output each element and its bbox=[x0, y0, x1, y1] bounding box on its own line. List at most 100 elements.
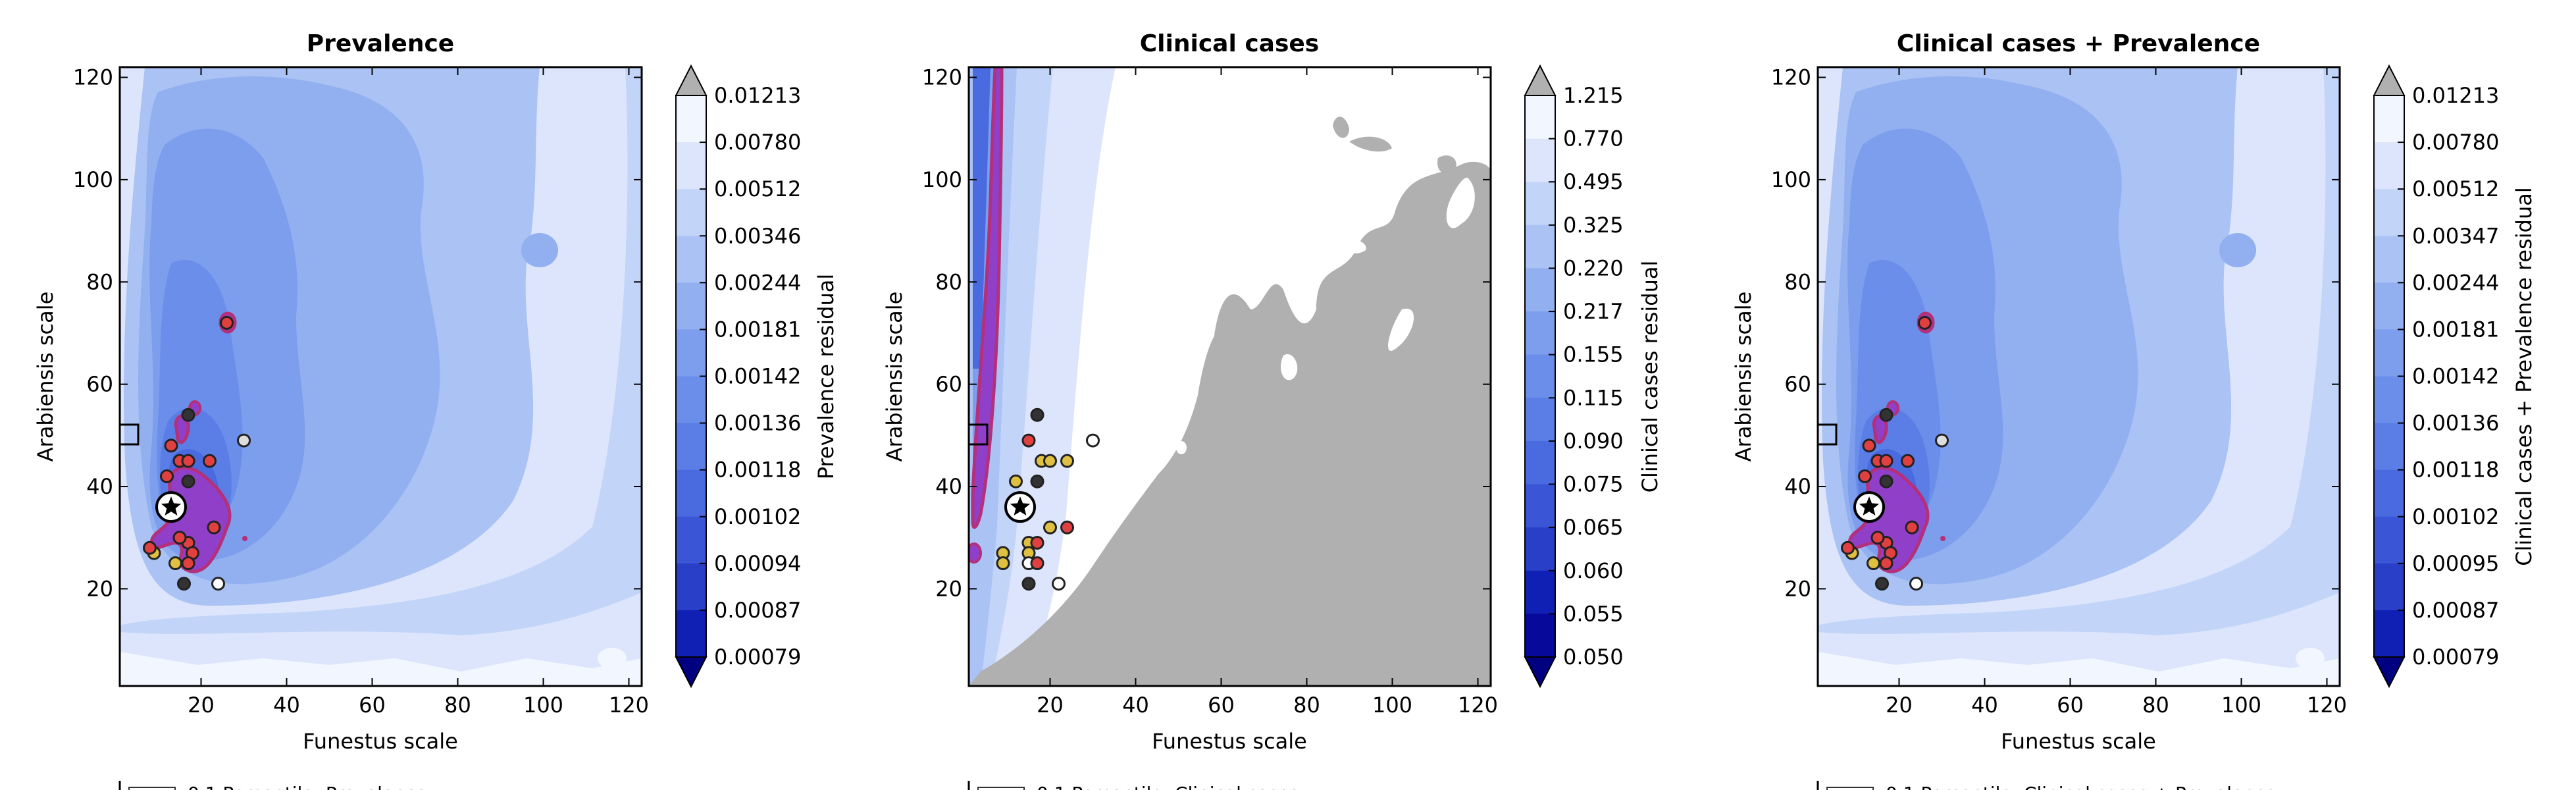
panel-clinical-cases: Clinical cases 20 40 60 80 100 120 bbox=[882, 30, 1662, 790]
colorbar-extend-max bbox=[675, 64, 708, 96]
colorbar-segment bbox=[1525, 398, 1555, 442]
observation-point bbox=[1901, 454, 1915, 468]
colorbar-tick-label: 0.00079 bbox=[2412, 645, 2499, 670]
colorbar-tick-label: 0.00780 bbox=[714, 130, 801, 155]
observation-point bbox=[1918, 315, 1932, 330]
colorbar-segment bbox=[1525, 95, 1555, 140]
y-tick-label: 40 bbox=[935, 474, 962, 499]
plot-area bbox=[1818, 67, 2340, 686]
best-fit-star bbox=[1859, 496, 1880, 515]
observation-point bbox=[1870, 531, 1885, 545]
observation-point bbox=[181, 408, 195, 422]
x-axis: 20 40 60 80 100 120 bbox=[1037, 67, 1498, 718]
x-axis: 20 40 60 80 100 120 bbox=[1886, 67, 2347, 718]
observation-point bbox=[996, 556, 1010, 571]
y-axis-label: Arabiensis scale bbox=[882, 292, 907, 462]
colorbar-segment bbox=[676, 329, 706, 377]
colorbar-segment bbox=[676, 423, 706, 471]
x-tick-label: 60 bbox=[1208, 693, 1235, 718]
colorbar-tick-label: 0.01213 bbox=[714, 83, 801, 108]
observation-point bbox=[1905, 520, 1919, 535]
y-tick-label: 20 bbox=[935, 576, 962, 601]
y-tick-label: 120 bbox=[922, 65, 962, 90]
observation-markers bbox=[143, 315, 251, 591]
colorbar: 0.01213 0.00780 0.00512 0.00346 0.00244 0.001… bbox=[675, 64, 801, 689]
percentile-region bbox=[971, 67, 1004, 529]
observation-markers bbox=[1841, 315, 1949, 591]
colorbar-tick-label: 0.065 bbox=[1563, 515, 1624, 540]
y-tick-label: 80 bbox=[935, 269, 962, 294]
colorbar-tick-label: 0.00244 bbox=[2412, 270, 2499, 295]
colorbar-tick-label: 0.00136 bbox=[2412, 411, 2499, 436]
colorbar-label: Clinical cases residual bbox=[1637, 261, 1662, 493]
colorbar-extend-min bbox=[675, 656, 708, 689]
colorbar-segment bbox=[2374, 610, 2404, 658]
colorbar-tick-label: 0.00087 bbox=[2412, 598, 2499, 623]
colorbar-segment bbox=[676, 610, 706, 658]
axis-marker-box bbox=[967, 423, 989, 446]
observation-point bbox=[1879, 408, 1893, 422]
colorbar-segment bbox=[2374, 563, 2404, 611]
colorbar-tick-label: 0.00244 bbox=[714, 270, 801, 295]
x-tick-label: 20 bbox=[1886, 693, 1913, 718]
colorbar-tick-label: 0.155 bbox=[1563, 342, 1624, 367]
colorbar-segment bbox=[1525, 138, 1555, 182]
colorbar-segment bbox=[2374, 95, 2404, 143]
y-axis-label: Arabiensis scale bbox=[1731, 292, 1756, 462]
x-tick-label: 100 bbox=[2221, 693, 2261, 718]
legend: 0.1 Percentile: Clinical cases + Prevale… bbox=[1816, 781, 2277, 790]
x-tick-label: 80 bbox=[2142, 693, 2169, 718]
x-tick-label: 80 bbox=[444, 693, 471, 718]
chart-title: Clinical cases + Prevalence bbox=[1897, 30, 2260, 57]
plot-frame bbox=[967, 66, 1492, 687]
colorbar-tick-label: 0.495 bbox=[1563, 169, 1624, 194]
observation-point bbox=[1030, 556, 1044, 571]
axis-marker-box bbox=[1816, 423, 1838, 446]
colorbar-segment bbox=[1525, 224, 1555, 269]
colorbar-extend-max bbox=[1524, 64, 1557, 96]
observation-point bbox=[1030, 535, 1044, 550]
colorbar-extend-min bbox=[2373, 656, 2406, 689]
colorbar-segment bbox=[2374, 189, 2404, 236]
colorbar-tick-label: 0.00142 bbox=[714, 364, 801, 389]
x-tick-label: 100 bbox=[1372, 693, 1412, 718]
observation-point bbox=[1021, 433, 1036, 448]
colorbar-label: Prevalence residual bbox=[813, 274, 838, 480]
colorbar-segment bbox=[1525, 614, 1555, 658]
colorbar-extend-max bbox=[2373, 64, 2406, 96]
observation-point bbox=[1867, 556, 1880, 571]
observation-point bbox=[1858, 469, 1872, 483]
y-tick-label: 80 bbox=[1784, 269, 1811, 294]
observation-point bbox=[181, 474, 195, 488]
x-axis-label: Funestus scale bbox=[303, 729, 458, 754]
excluded-region bbox=[969, 161, 1491, 686]
colorbar-tick-label: 0.075 bbox=[1563, 472, 1624, 497]
colorbar-tick-label: 0.00087 bbox=[714, 598, 801, 623]
colorbar-tick-label: 0.00142 bbox=[2412, 364, 2499, 389]
chart-title: Prevalence bbox=[307, 30, 454, 57]
observation-point bbox=[220, 315, 234, 330]
x-tick-label: 120 bbox=[609, 693, 649, 718]
y-axis: 20 40 60 80 100 120 bbox=[73, 65, 642, 601]
observation-point bbox=[1841, 540, 1855, 555]
colorbar-segment bbox=[676, 469, 706, 517]
observation-point bbox=[1021, 577, 1036, 591]
y-tick-label: 100 bbox=[73, 167, 113, 192]
observation-point bbox=[1879, 474, 1893, 488]
x-tick-label: 40 bbox=[1971, 693, 1998, 718]
axis-marker-box bbox=[118, 423, 140, 446]
colorbar-tick-label: 0.00181 bbox=[2412, 317, 2499, 342]
y-tick-label: 60 bbox=[86, 372, 113, 397]
observation-point bbox=[172, 531, 187, 545]
y-tick-label: 40 bbox=[1784, 474, 1811, 499]
colorbar-tick-label: 1.215 bbox=[1563, 83, 1624, 108]
observation-point bbox=[1009, 474, 1023, 488]
colorbar-tick-label: 0.090 bbox=[1563, 429, 1624, 454]
colorbar-tick-label: 0.00181 bbox=[714, 317, 801, 342]
legend-label: 0.1 Percentile: Clinical cases bbox=[1037, 783, 1299, 790]
observation-point bbox=[1043, 454, 1057, 468]
observation-point bbox=[168, 556, 182, 571]
legend-label: 0.1 Percentile: Clinical cases + Prevale… bbox=[1886, 783, 2277, 790]
